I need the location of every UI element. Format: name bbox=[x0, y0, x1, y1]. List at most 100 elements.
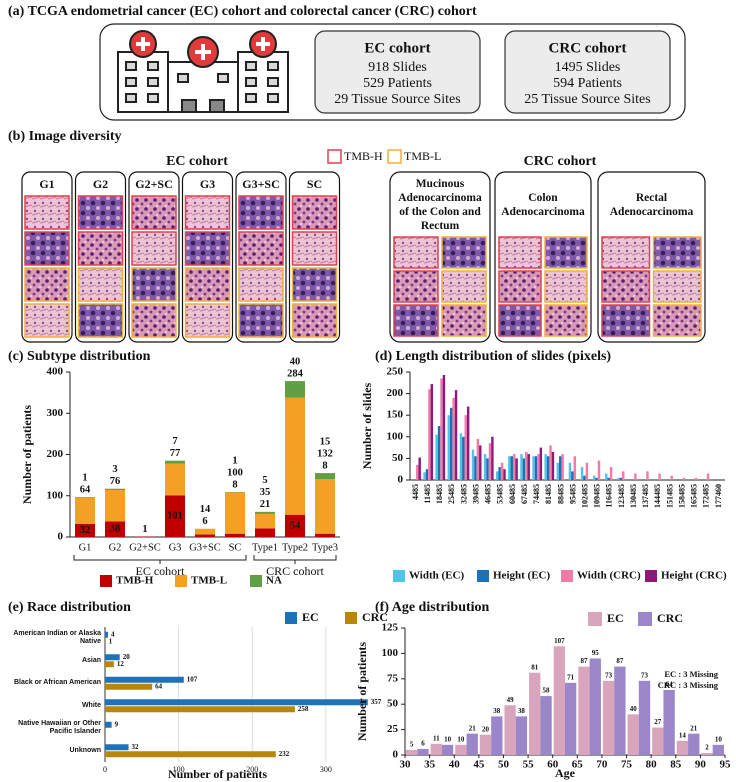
hospital-icon bbox=[117, 30, 289, 113]
bar bbox=[595, 477, 598, 480]
bar-segment bbox=[225, 533, 245, 537]
bar-segment bbox=[315, 473, 335, 480]
y-tick-label: American Indian or Alaska Native bbox=[13, 630, 101, 646]
x-tick-label: 100 bbox=[173, 765, 185, 774]
legend-swatch bbox=[285, 612, 297, 624]
y-tick-label: 25 bbox=[387, 723, 399, 735]
bar bbox=[551, 451, 555, 480]
value-label: 87 bbox=[616, 657, 624, 665]
bar bbox=[578, 666, 590, 755]
value-label: 20 bbox=[123, 653, 131, 661]
bar bbox=[479, 734, 492, 755]
bar bbox=[663, 689, 675, 755]
bar bbox=[619, 477, 623, 480]
bar bbox=[423, 472, 426, 480]
x-tick-label: 300 bbox=[320, 765, 332, 774]
bar bbox=[540, 696, 552, 755]
bar bbox=[105, 721, 112, 728]
value-label: 40 bbox=[630, 705, 638, 713]
legend-label: Width (CRC) bbox=[577, 570, 641, 582]
bar bbox=[682, 477, 686, 480]
legend-swatch bbox=[477, 570, 489, 582]
bar bbox=[437, 426, 441, 480]
bar bbox=[515, 458, 518, 480]
bar bbox=[105, 676, 184, 683]
legend-swatch bbox=[100, 575, 112, 587]
y-tick-label-box: Native Hawaiian or Other Pacific Islande… bbox=[18, 720, 101, 736]
bar bbox=[559, 456, 562, 480]
x-tick-label: 158485 bbox=[677, 484, 686, 508]
tissue-image bbox=[24, 195, 70, 230]
bar bbox=[430, 384, 434, 480]
y-axis-label: Number of patients bbox=[20, 405, 34, 504]
value-label: 81 bbox=[531, 663, 539, 671]
value-label: 1 bbox=[142, 524, 147, 535]
y-axis-label: Number of slides bbox=[360, 382, 374, 469]
bar-segment bbox=[165, 495, 185, 537]
x-tick-label: 80 bbox=[646, 759, 658, 771]
tissue-image bbox=[393, 236, 439, 269]
x-tick-label: 70 bbox=[596, 759, 608, 771]
y-tick-label: 75 bbox=[387, 672, 399, 684]
bar bbox=[571, 471, 574, 480]
bar bbox=[474, 456, 477, 480]
bar bbox=[105, 631, 108, 638]
x-tick-label: G2 bbox=[109, 542, 122, 553]
legend-swatch bbox=[588, 612, 602, 626]
bar bbox=[565, 682, 577, 755]
bar bbox=[430, 743, 442, 755]
bar bbox=[622, 471, 625, 480]
y-tick-label: 100 bbox=[387, 430, 404, 442]
bar bbox=[561, 454, 564, 480]
x-tick-label: 95 bbox=[720, 759, 732, 771]
y-tick-label: Native Hawaiian or Other Pacific Islande… bbox=[18, 720, 101, 736]
bar bbox=[534, 456, 538, 480]
tissue-image bbox=[238, 195, 284, 230]
bar bbox=[522, 458, 526, 480]
bar bbox=[105, 683, 153, 690]
tissue-image bbox=[77, 195, 124, 230]
x-tick-label: 116485 bbox=[605, 484, 614, 508]
value-label: 8 bbox=[322, 460, 327, 471]
chart-title: (e) Race distribution bbox=[8, 600, 131, 615]
value-label: 232 bbox=[279, 750, 290, 758]
x-tick-label: 60 bbox=[547, 759, 559, 771]
y-tick-label: 50 bbox=[392, 452, 404, 464]
tissue-image bbox=[544, 236, 588, 269]
legend-label: TMB-L bbox=[191, 575, 227, 587]
legend-swatch bbox=[250, 575, 262, 587]
value-label: 32 bbox=[80, 525, 91, 536]
bar bbox=[471, 449, 475, 480]
x-tick-label: 137485 bbox=[641, 484, 650, 508]
y-tick-label: 400 bbox=[47, 366, 64, 378]
value-label: 3 bbox=[112, 464, 117, 475]
bar bbox=[589, 658, 601, 755]
bar-segment bbox=[255, 528, 275, 537]
bar bbox=[597, 460, 601, 480]
x-tick-label: 151485 bbox=[665, 484, 674, 508]
tissue-image bbox=[184, 231, 231, 266]
x-tick-label: 123485 bbox=[617, 484, 626, 508]
bar bbox=[486, 458, 489, 480]
x-tick-label: 39485 bbox=[471, 484, 480, 504]
x-tick-label: 200 bbox=[246, 765, 258, 774]
bar bbox=[406, 749, 418, 755]
legend-swatch bbox=[387, 149, 402, 164]
x-tick-label: 74485 bbox=[532, 484, 541, 504]
value-label: 1 bbox=[82, 472, 87, 483]
subtype-label: G1 bbox=[39, 177, 54, 191]
bar bbox=[525, 451, 528, 480]
value-label: 9 bbox=[115, 720, 119, 728]
bar bbox=[617, 477, 620, 480]
tissue-image bbox=[441, 304, 487, 337]
legend-label: CRC bbox=[657, 611, 683, 625]
bar bbox=[556, 462, 560, 480]
y-tick-label: 100 bbox=[382, 647, 399, 659]
bar bbox=[105, 661, 114, 668]
value-label: 357 bbox=[371, 698, 382, 706]
bar bbox=[455, 744, 467, 755]
panel-title: (a) TCGA endometrial cancer (EC) cohort … bbox=[8, 4, 477, 19]
x-tick-label: 109485 bbox=[593, 484, 602, 508]
value-label: 132 bbox=[317, 448, 333, 459]
